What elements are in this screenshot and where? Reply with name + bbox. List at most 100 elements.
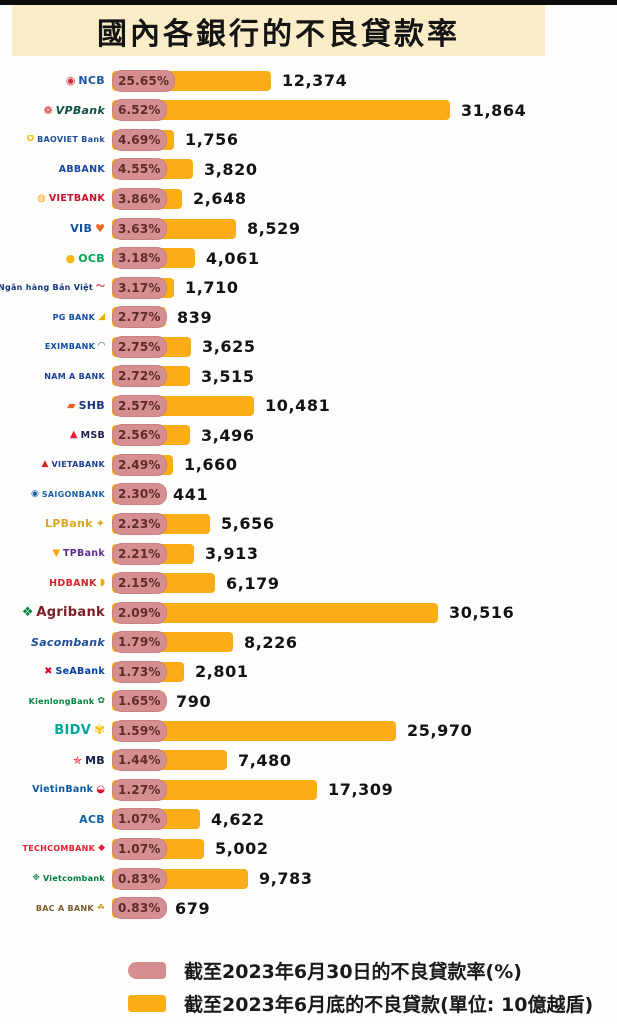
seabank-logo-icon: ✖ [44,666,53,677]
bank-row: NAM A BANK 2.72% 3,515 [0,361,617,391]
vietcombank-logo-icon: ❉ [32,874,40,884]
bank-row: BIDV ✾ 1.59% 25,970 [0,716,617,746]
npl-amount-bar: 3.63% [112,217,236,240]
bank-row: PG BANK ◢ 2.77% 839 [0,302,617,332]
bank-row: ● OCB 3.18% 4,061 [0,243,617,273]
bank-name: NCB [78,74,105,88]
npl-ratio-pill: 2.56% [112,424,167,447]
agribank-logo-icon: ❖ [21,605,34,621]
pgbank-logo-icon: ◢ [98,312,105,322]
npl-amount-label: 8,529 [247,219,301,238]
npl-amount-bar: 1.73% [112,660,184,683]
bank-name: VIETABANK [51,460,105,470]
npl-amount-label: 9,783 [259,869,313,889]
bank-name: TECHCOMBANK [22,844,96,854]
bank-bar-chart: ◉ NCB 25.65% 12,374 ❁ VPBank 6.52% 31,864 ✪ BAOVI… [0,66,617,923]
bank-name: Agribank [36,605,105,621]
bank-name: TPBank [63,548,105,560]
npl-ratio-pill: 1.07% [112,808,167,831]
kienlongbank-logo: KienlongBank ✿ [0,697,112,706]
abbank-logo: ABBANK [0,164,112,175]
npl-amount-bar: 2.56% [112,424,190,447]
npl-amount-bar: 1.07% [112,837,204,860]
bank-name: ABBANK [58,163,105,175]
npl-amount-bar: 4.55% [112,158,193,181]
legend-row-amount: 截至2023年6月底的不良貸款(單位: 10億越盾) [128,990,593,1017]
npl-amount-bar: 1.44% [112,749,227,772]
bank-name: SHB [78,399,105,413]
npl-amount-label: 1,660 [184,455,238,475]
bank-row: VIB ♥ 3.63% 8,529 [0,214,617,244]
legend-swatch-yellow [128,995,166,1012]
bank-name: Sacombank [30,635,105,649]
bank-name: PG BANK [52,312,96,322]
bidv-logo: BIDV ✾ [0,723,112,738]
bank-row: LPBank ✦ 2.23% 5,656 [0,509,617,539]
npl-ratio-pill: 2.15% [112,572,167,595]
npl-amount-bar: 2.15% [112,572,215,595]
vietinbank-logo-icon: ◒ [96,784,105,795]
bank-row: ✯ MB 1.44% 7,480 [0,746,617,776]
bank-row: ✖ SeABank 1.73% 2,801 [0,657,617,687]
pgbank-logo: PG BANK ◢ [0,313,112,322]
tpbank-logo: ▼ TPBank [0,548,112,559]
bank-name: BAOVIET Bank [37,135,105,145]
ocb-logo: ● OCB [0,252,112,265]
bank-row: VietinBank ◒ 1.27% 17,309 [0,775,617,805]
bank-name: VIB [70,222,93,235]
bank-row: ACB 1.07% 4,622 [0,805,617,835]
npl-amount-label: 10,481 [265,396,331,416]
npl-amount-label: 441 [173,484,209,504]
bank-row: TECHCOMBANK ◆ 1.07% 5,002 [0,834,617,864]
npl-amount-bar: 4.69% [112,128,174,151]
npl-amount-label: 25,970 [407,721,473,741]
npl-ratio-pill: 0.83% [112,897,167,920]
npl-ratio-pill: 0.83% [112,867,167,890]
npl-ratio-pill: 1.27% [112,778,167,801]
npl-amount-bar: 1.07% [112,808,200,831]
npl-amount-bar: 2.57% [112,394,254,417]
vietbank-logo: ◍ VIETBANK [0,193,112,204]
bank-row: ◉ NCB 25.65% 12,374 [0,66,617,96]
legend-row-ratio: 截至2023年6月30日的不良貸款率(%) [128,957,593,984]
mb-logo-icon: ✯ [72,753,83,767]
bank-name: VietinBank [32,784,94,796]
npl-amount-label: 17,309 [328,780,394,800]
npl-amount-label: 2,801 [195,662,249,682]
npl-ratio-pill: 25.65% [112,69,176,92]
lpbank-logo-icon: ✦ [95,517,105,531]
npl-amount-bar: 2.09% [112,601,438,624]
bank-name: SeABank [55,666,105,678]
bank-name: MSB [80,429,105,441]
eximbank-logo: EXIMBANK ◠ [0,342,112,351]
ncb-logo: ◉ NCB [0,74,112,87]
bank-row: ABBANK 4.55% 3,820 [0,155,617,185]
npl-ratio-pill: 2.77% [112,306,167,329]
bank-name: SAIGONBANK [41,489,105,499]
npl-amount-bar: 2.21% [112,542,194,565]
npl-amount-label: 7,480 [238,750,292,770]
npl-amount-label: 30,516 [449,603,515,623]
bank-name: BAC A BANK [35,903,94,913]
npl-amount-label: 3,515 [201,366,255,386]
eximbank-logo-icon: ◠ [98,342,105,352]
npl-amount-label: 790 [176,691,212,711]
npl-amount-bar: 3.17% [112,276,174,299]
bank-row: Sacombank 1.79% 8,226 [0,627,617,657]
msb-logo-icon: ▲ [69,429,78,441]
bac-a-bank-logo: BAC A BANK ☘ [0,904,112,913]
bank-name: NAM A BANK [44,371,105,381]
npl-ratio-pill: 3.86% [112,187,167,210]
npl-ratio-pill: 2.09% [112,601,167,624]
bidv-logo-icon: ✾ [94,723,105,739]
hdbank-logo: HDBANK ◗ [0,578,112,589]
npl-amount-label: 31,864 [461,100,527,120]
npl-amount-label: 6,179 [226,573,280,593]
npl-ratio-pill: 2.57% [112,394,167,417]
npl-ratio-pill: 1.07% [112,837,167,860]
mb-logo: ✯ MB [0,754,112,767]
npl-amount-label: 679 [175,898,211,918]
bank-name: OCB [78,251,105,265]
legend-swatch-pink [128,962,166,979]
npl-ratio-pill: 3.63% [112,217,167,240]
